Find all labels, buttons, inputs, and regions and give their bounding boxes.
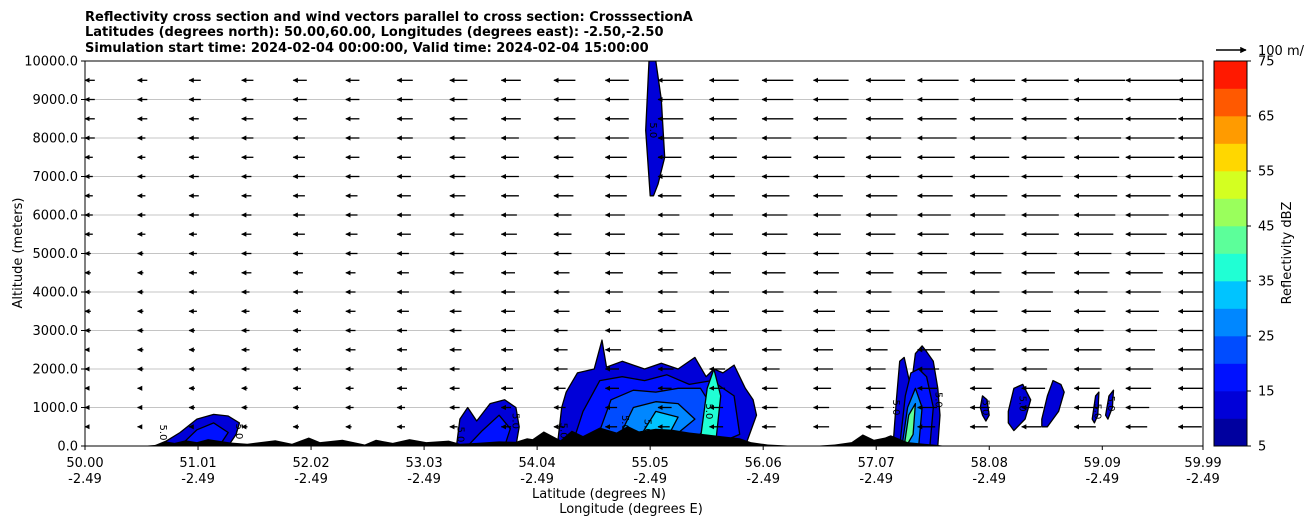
y-tick-label: 3000.0 xyxy=(33,324,79,339)
x-tick-label-latitude: 50.00 xyxy=(66,456,103,471)
x-tick-label-latitude: 55.05 xyxy=(632,456,669,471)
contour-label: 5.0 xyxy=(647,122,658,138)
x-axis-label-longitude: Longitude (degrees E) xyxy=(559,502,703,517)
reflectivity-cell xyxy=(467,414,511,446)
colorbar-swatch xyxy=(1214,116,1247,144)
y-tick-label: 1000.0 xyxy=(33,401,79,416)
y-tick-label: 10000.0 xyxy=(24,55,78,70)
chart-title-line-2: Latitudes (degrees north): 50.00,60.00, … xyxy=(85,25,664,40)
chart-title-line-3: Simulation start time: 2024-02-04 00:00:… xyxy=(85,41,649,56)
colorbar-swatch xyxy=(1214,61,1247,89)
reflectivity-cell xyxy=(903,402,917,446)
terrain-profile xyxy=(85,426,1203,446)
x-tick-label-latitude: 56.06 xyxy=(745,456,782,471)
x-tick-label-latitude: 58.08 xyxy=(971,456,1008,471)
contour-label: 5.0 xyxy=(510,413,521,429)
quiver-key: 100 m/s xyxy=(1216,44,1304,59)
colorbar-swatch xyxy=(1214,198,1247,227)
colorbar-tick-label: 5 xyxy=(1258,440,1266,455)
contour-label: 5.0 xyxy=(933,392,944,408)
y-axis-label: Altitude (meters) xyxy=(11,198,26,309)
colorbar-tick-label: 55 xyxy=(1258,165,1275,180)
x-tick-label-latitude: 59.99 xyxy=(1184,456,1221,471)
x-tick-label-latitude: 54.04 xyxy=(519,456,556,471)
contour-label: 5.0 xyxy=(642,419,653,435)
x-tick-label-longitude: -2.49 xyxy=(68,472,102,487)
colorbar-tick-label: 65 xyxy=(1258,110,1275,125)
contour-label: 5.0 xyxy=(619,415,630,431)
colorbar-tick-label: 25 xyxy=(1258,330,1275,345)
reflectivity-cell xyxy=(179,422,229,446)
colorbar-swatch xyxy=(1214,308,1247,337)
x-tick-label-longitude: -2.49 xyxy=(294,472,328,487)
y-tick-label: 0.0 xyxy=(57,440,78,455)
y-axis-ticks: 0.0 1000.0 2000.0 3000.0 4000.0 5000.0 6000.0 7… xyxy=(24,55,85,455)
x-tick-label-latitude: 51.01 xyxy=(179,456,216,471)
x-tick-label-longitude: -2.49 xyxy=(520,472,554,487)
colorbar-frame xyxy=(1213,60,1248,447)
contour-label: 5.0 xyxy=(157,425,168,441)
colorbar-swatch xyxy=(1214,143,1247,172)
x-tick-label-longitude: -2.49 xyxy=(859,472,893,487)
contour-label: 5.0 xyxy=(1105,396,1116,412)
terrain xyxy=(85,426,1203,446)
x-tick-label-latitude: 53.03 xyxy=(405,456,442,471)
colorbar xyxy=(1214,61,1247,447)
contour-label: 5.0 xyxy=(558,423,569,439)
x-axis-label-latitude: Latitude (degrees N) xyxy=(532,487,666,502)
colorbar-swatch xyxy=(1214,88,1247,117)
colorbar-swatch xyxy=(1214,391,1247,419)
colorbar-swatch xyxy=(1214,281,1247,309)
x-tick-label-longitude: -2.49 xyxy=(1186,472,1220,487)
colorbar-tick-label: 35 xyxy=(1258,275,1275,290)
y-tick-label: 5000.0 xyxy=(33,247,79,262)
x-tick-label-longitude: -2.49 xyxy=(181,472,215,487)
reflectivity-cell xyxy=(1104,389,1115,420)
y-tick-label: 4000.0 xyxy=(33,286,79,301)
reflectivity-cell xyxy=(1041,379,1065,428)
y-tick-label: 2000.0 xyxy=(33,363,79,378)
y-tick-label: 7000.0 xyxy=(33,170,79,185)
y-tick-label: 6000.0 xyxy=(33,209,79,224)
quiver-key-label: 100 m/s xyxy=(1258,44,1304,59)
reflectivity-cell xyxy=(979,395,990,422)
reflectivity-cell xyxy=(1007,383,1032,432)
colorbar-swatch xyxy=(1214,253,1247,282)
x-tick-label-longitude: -2.49 xyxy=(407,472,441,487)
colorbar-label: Reflectivity dBZ xyxy=(1280,202,1295,305)
colorbar-swatch xyxy=(1214,226,1247,254)
x-tick-label-longitude: -2.49 xyxy=(633,472,667,487)
reflectivity-contours xyxy=(153,61,1115,446)
contour-label: 5.0 xyxy=(455,426,466,442)
colorbar-ticks: 5 15 25 35 45 55 65 75 xyxy=(1247,55,1275,455)
colorbar-tick-label: 15 xyxy=(1258,385,1275,400)
wind-vectors xyxy=(85,77,1203,430)
x-tick-label-longitude: -2.49 xyxy=(746,472,780,487)
y-tick-label: 9000.0 xyxy=(33,93,79,108)
colorbar-swatch xyxy=(1214,363,1247,392)
contour-label: 5.0 xyxy=(890,400,901,416)
colorbar-tick-label: 45 xyxy=(1258,220,1275,235)
colorbar-swatch xyxy=(1214,336,1247,364)
contour-label: 5.0 xyxy=(1017,396,1028,412)
x-tick-label-longitude: -2.49 xyxy=(972,472,1006,487)
contour-label: 5.0 xyxy=(703,403,714,419)
x-tick-label-latitude: 59.09 xyxy=(1084,456,1121,471)
colorbar-swatch xyxy=(1214,418,1247,447)
contour-label: 5.0 xyxy=(980,400,991,416)
x-tick-label-latitude: 52.02 xyxy=(292,456,329,471)
colorbar-tick-label: 75 xyxy=(1258,55,1275,70)
x-axis-ticks: 50.00-2.4951.01-2.4952.02-2.4953.03-2.49… xyxy=(66,446,1222,487)
x-tick-label-latitude: 57.07 xyxy=(858,456,895,471)
y-tick-label: 8000.0 xyxy=(33,132,79,147)
contour-label: 5.0 xyxy=(1091,403,1102,419)
contour-labels: 5.0 5.0 5.05.05.0 5.0 5.05.05.05.0 5.0 5.0 5.0 5… xyxy=(157,122,1116,442)
chart-title-line-1: Reflectivity cross section and wind vect… xyxy=(85,10,693,25)
colorbar-swatch xyxy=(1214,171,1247,199)
x-tick-label-longitude: -2.49 xyxy=(1085,472,1119,487)
contour-label: 5.0 xyxy=(233,423,244,439)
